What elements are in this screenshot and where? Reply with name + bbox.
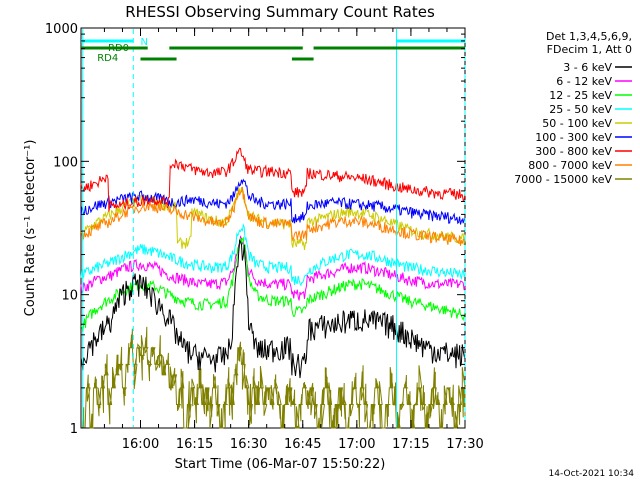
y-tick-label-1: 10 bbox=[61, 289, 78, 304]
series-line-2 bbox=[80, 236, 466, 332]
legend-label-5: 100 - 300 keV bbox=[535, 131, 612, 144]
status-label-n: N bbox=[140, 37, 147, 48]
series-line-4 bbox=[80, 187, 466, 250]
legend-label-6: 300 - 800 keV bbox=[535, 145, 612, 158]
legend-label-3: 25 - 50 keV bbox=[549, 103, 612, 116]
legend-label-7: 800 - 7000 keV bbox=[528, 159, 612, 172]
series-line-8 bbox=[81, 326, 466, 429]
x-tick-label-1: 16:15 bbox=[176, 437, 213, 452]
x-tick-label-6: 17:30 bbox=[446, 437, 483, 452]
x-tick-label-4: 17:00 bbox=[338, 437, 375, 452]
plot-frame bbox=[80, 27, 466, 429]
y-axis-label: Count Rate (s⁻¹ detector⁻¹) bbox=[23, 140, 38, 317]
legend-label-1: 6 - 12 keV bbox=[556, 75, 612, 88]
y-tick-label-2: 100 bbox=[53, 155, 78, 170]
series-line-1 bbox=[80, 235, 466, 301]
legend-label-2: 12 - 25 keV bbox=[549, 89, 612, 102]
timestamp: 14-Oct-2021 10:34 bbox=[549, 469, 635, 479]
series-line-7 bbox=[80, 186, 466, 246]
status-label-rd4: RD4 bbox=[97, 53, 118, 64]
x-tick-label-2: 16:30 bbox=[230, 437, 267, 452]
legend: Det 1,3,4,5,6,9, FDecim 1, Att 0 3 - 6 k… bbox=[514, 30, 632, 186]
legend-header-line-2: FDecim 1, Att 0 bbox=[547, 43, 632, 56]
x-tick-label-0: 16:00 bbox=[122, 437, 159, 452]
y-tick-label-0: 1 bbox=[70, 422, 78, 437]
x-tick-label-5: 17:15 bbox=[392, 437, 429, 452]
legend-label-8: 7000 - 15000 keV bbox=[514, 173, 612, 186]
legend-label-4: 50 - 100 keV bbox=[542, 117, 612, 130]
chart-title: RHESSI Observing Summary Count Rates bbox=[125, 3, 435, 21]
series-line-6 bbox=[80, 147, 466, 212]
status-label-rd0: RD0 bbox=[108, 43, 129, 54]
x-axis-label: Start Time (06-Mar-07 15:50:22) bbox=[175, 457, 386, 472]
legend-label-0: 3 - 6 keV bbox=[563, 61, 612, 74]
series-line-0 bbox=[80, 239, 466, 379]
y-tick-label-3: 1000 bbox=[45, 22, 78, 37]
series-line-3 bbox=[80, 223, 466, 287]
x-tick-label-3: 16:45 bbox=[284, 437, 321, 452]
legend-header-line-1: Det 1,3,4,5,6,9, bbox=[546, 30, 632, 43]
